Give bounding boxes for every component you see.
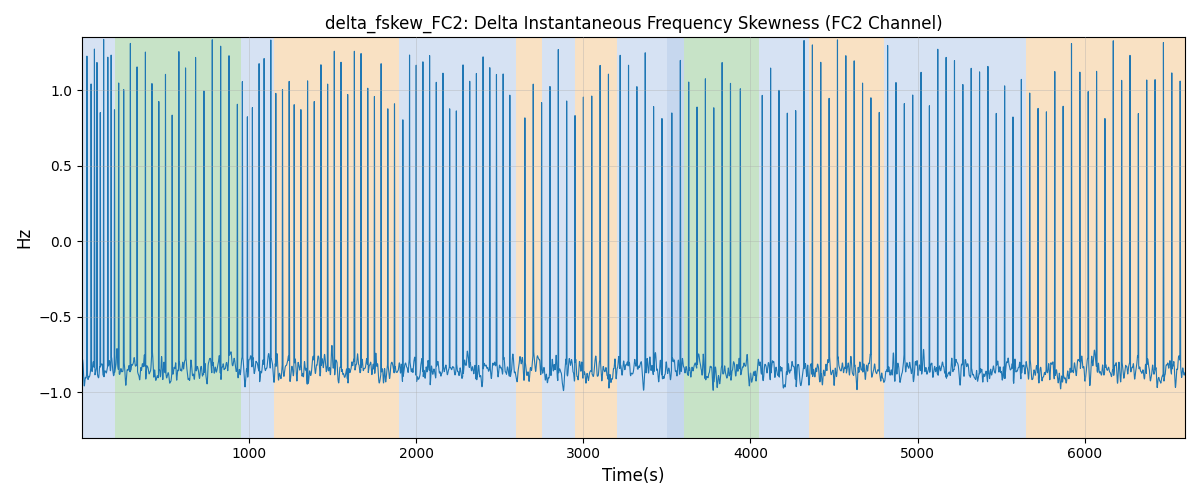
Bar [884,38,935,438]
Bar [617,38,667,438]
Bar [1026,38,1051,438]
Bar [984,38,1026,438]
Bar [82,38,115,438]
Bar [575,38,617,438]
Bar [115,38,241,438]
Bar [667,38,684,438]
Bar [541,38,575,438]
Bar [516,38,541,438]
X-axis label: Time(s): Time(s) [602,467,665,485]
Title: delta_fskew_FC2: Delta Instantaneous Frequency Skewness (FC2 Channel): delta_fskew_FC2: Delta Instantaneous Fre… [325,15,942,34]
Bar [684,38,758,438]
Bar [1051,38,1186,438]
Y-axis label: Hz: Hz [14,227,32,248]
Bar [758,38,809,438]
Bar [274,38,400,438]
Bar [809,38,884,438]
Bar [935,38,984,438]
Bar [400,38,516,438]
Bar [241,38,274,438]
